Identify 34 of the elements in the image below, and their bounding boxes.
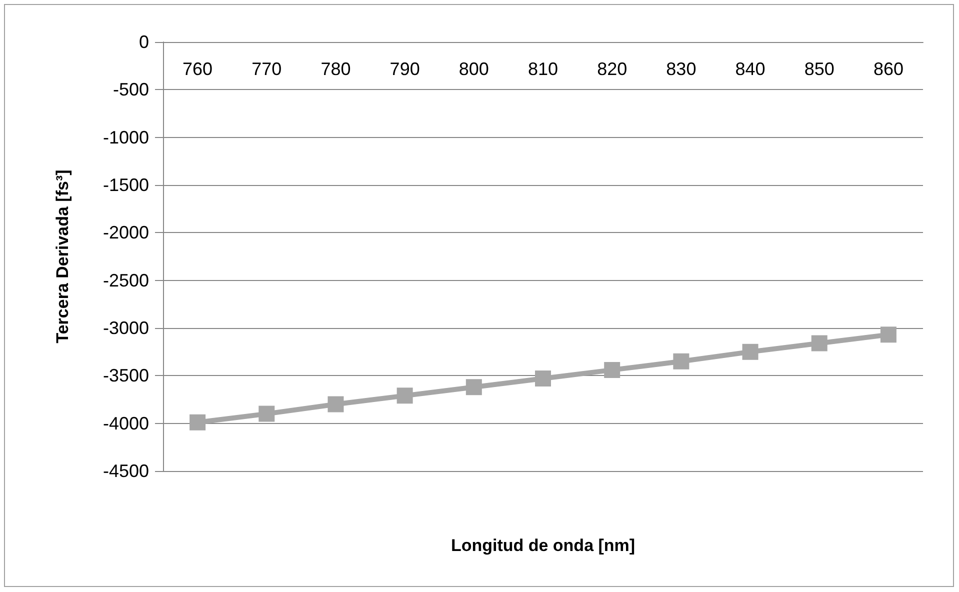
y-tick-label: -3000 [102,318,149,338]
x-tick-label: 840 [735,59,766,79]
x-tick-label: 770 [252,59,282,79]
y-tick-label: -2500 [102,270,149,290]
point [604,362,620,378]
x-tick-label: 820 [597,59,628,79]
point [190,414,206,430]
point [535,370,551,387]
point [466,379,482,396]
point [742,344,758,360]
point [880,326,896,343]
point [258,406,275,422]
y-tick-label: -1000 [102,127,149,148]
point [811,335,828,352]
x-tick-label: 860 [873,59,904,79]
x-tick-label: 850 [804,59,834,79]
y-tick-label: -1500 [102,175,149,195]
x-tick-label: 810 [528,59,558,79]
y-tick-label: -2000 [102,222,149,243]
y-tick-label: -3500 [102,366,149,386]
x-tick-label: 780 [320,59,351,79]
x-tick-label: 830 [666,59,696,79]
y-tick-label: -500 [112,80,149,100]
point [673,353,690,370]
y-tick-label: -4500 [102,461,149,481]
x-tick-label: 790 [390,59,420,79]
x-tick-label: 760 [182,59,213,79]
x-axis-title: Longitud de onda [nm] [450,536,636,555]
y-axis-title: Tercera Derivada [fs³] [53,170,72,344]
x-tick-label: 800 [458,59,489,79]
y-tick-label: -4000 [102,413,149,434]
point [328,396,344,412]
y-tick-label: 0 [138,32,149,52]
point [396,388,413,404]
